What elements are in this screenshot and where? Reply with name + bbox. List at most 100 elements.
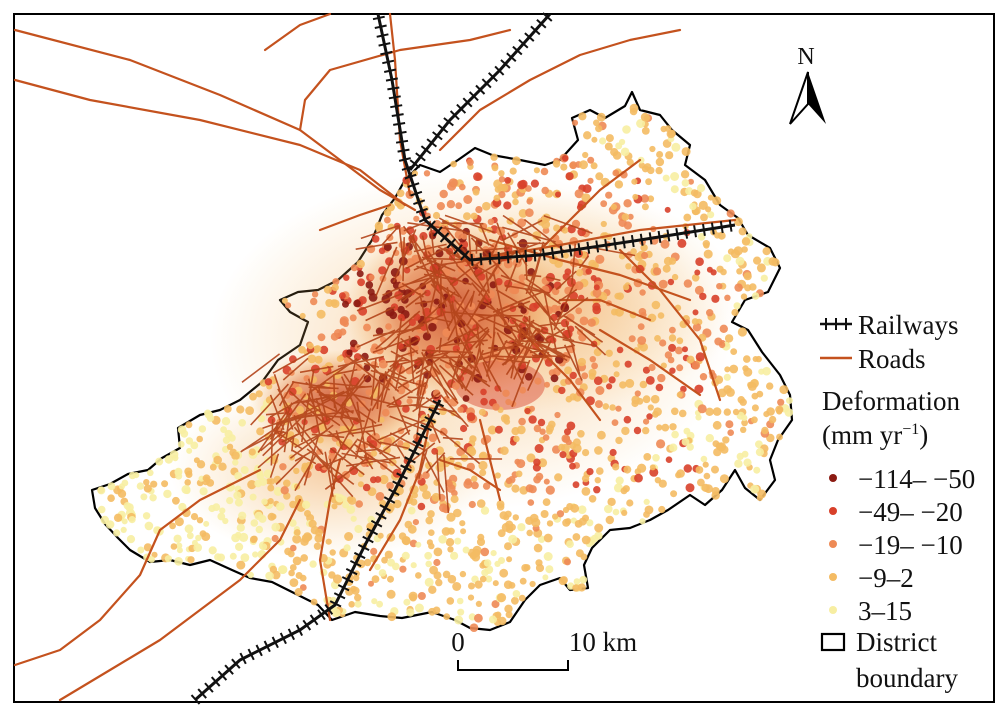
railway-tie [648, 232, 653, 245]
deformation-point [566, 313, 575, 323]
urban-road [475, 321, 483, 360]
road [263, 12, 332, 52]
urban-road [354, 408, 372, 460]
deformation-point [249, 392, 257, 401]
deformation-point [226, 497, 234, 505]
urban-road [282, 357, 309, 381]
deformation-point [422, 471, 430, 480]
urban-road [538, 322, 562, 327]
north-arrow: N [789, 44, 826, 125]
urban-road [480, 355, 502, 393]
deformation-point [126, 535, 136, 544]
deformation-point [325, 538, 332, 545]
deformation-point [487, 218, 495, 225]
deformation-point [377, 532, 384, 539]
urban-road [272, 350, 313, 374]
railway-tie [394, 130, 407, 135]
deformation-point [174, 557, 183, 566]
road [58, 498, 302, 702]
urban-road [438, 299, 451, 332]
deformation-point [466, 446, 476, 455]
deformation-point [577, 583, 586, 592]
deformation-point [779, 385, 789, 395]
deformation-point [743, 367, 753, 377]
deformation-point [495, 278, 503, 286]
deformation-point [669, 367, 676, 374]
deformation-point [457, 608, 465, 616]
deformation-point [540, 167, 549, 176]
railway-tie [541, 248, 546, 261]
urban-road [381, 225, 400, 246]
deformation-point [316, 448, 323, 455]
deformation-point [462, 546, 470, 554]
urban-road [356, 329, 396, 348]
deformation-point [133, 472, 140, 479]
deformation-point [353, 299, 361, 308]
deformation-point [219, 507, 226, 514]
deformation-point [643, 498, 650, 505]
railway-tie [657, 230, 662, 243]
deformation-point [691, 274, 700, 282]
deformation-point [734, 217, 743, 227]
deformation-point [665, 456, 673, 464]
deformation-point [639, 518, 646, 525]
deformation-point [354, 600, 362, 608]
deformation-point [442, 328, 450, 336]
deformation-point [260, 543, 268, 551]
deformation-point [751, 416, 758, 424]
deformation-point [467, 302, 476, 311]
deformation-point [428, 585, 437, 594]
deformation-point [605, 134, 614, 143]
deformation-point [581, 372, 589, 380]
urban-road [411, 351, 432, 375]
deformation-point [560, 163, 568, 171]
urban-road [468, 247, 510, 252]
deformation-point [229, 552, 237, 560]
urban-road [447, 314, 462, 341]
deformation-point [671, 273, 679, 281]
deformation-point [356, 259, 365, 269]
urban-road [341, 452, 391, 464]
deformation-point [107, 482, 116, 491]
deformation-point [354, 524, 363, 534]
scale-start-label: 0 [451, 627, 465, 657]
deformation-point [642, 395, 651, 404]
deformation-point [357, 481, 364, 488]
deformation-point [339, 316, 349, 326]
urban-road [553, 283, 575, 331]
deformation-point [751, 404, 759, 412]
urban-road [464, 358, 480, 373]
urban-road [394, 363, 403, 391]
deformation-point [719, 324, 728, 333]
deformation-point [562, 252, 569, 259]
urban-road [299, 365, 334, 374]
deformation-point [304, 510, 311, 517]
deformation-point [723, 408, 731, 416]
deformation-point [446, 512, 456, 522]
deformation-point [460, 528, 467, 535]
deformation-point [641, 126, 650, 135]
road [518, 328, 602, 422]
railway-tie [613, 237, 617, 250]
deformation-point [608, 376, 616, 384]
deformation-point [236, 560, 246, 570]
deformation-point [689, 202, 697, 211]
deformation-point [209, 463, 217, 471]
deformation-point [142, 512, 151, 520]
deformation-point [615, 405, 622, 412]
deformation-point [622, 283, 630, 291]
urban-road [398, 349, 439, 375]
deformation-point [452, 582, 462, 591]
deformation-point [280, 486, 289, 495]
deformation-point [371, 235, 380, 243]
deformation-point [439, 189, 448, 199]
deformation-point [655, 383, 664, 392]
deformation-point [525, 516, 534, 525]
deformation-point [316, 309, 326, 319]
deformation-point [278, 565, 287, 574]
scale-bar: 0 10 km [451, 627, 637, 671]
urban-road [257, 433, 298, 469]
deformation-point [220, 426, 228, 433]
urban-road [469, 290, 475, 307]
deformation-point [533, 475, 541, 484]
